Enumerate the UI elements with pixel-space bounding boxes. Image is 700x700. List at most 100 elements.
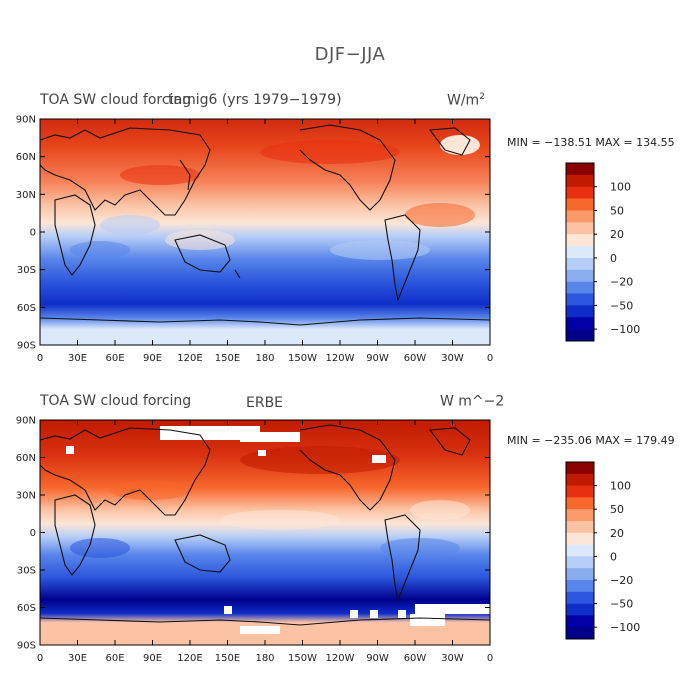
colorbar-swatch [566, 615, 594, 628]
lon-label: 0 [37, 353, 43, 364]
colorbar-frame [565, 461, 595, 640]
lon-label: 150W [288, 353, 317, 364]
lat-label: 0 [30, 528, 36, 539]
colorbar-swatch [566, 580, 594, 593]
colorbar-label: 50 [610, 204, 624, 217]
colorbar-label: 100 [610, 181, 631, 194]
lon-label: 120E [177, 653, 202, 664]
lon-label: 120W [326, 653, 355, 664]
lon-label: 0 [37, 653, 43, 664]
lat-label: 90N [16, 416, 36, 427]
lat-label: 60N [16, 453, 36, 464]
map-panel-1 [39, 118, 491, 346]
lon-label: 90W [366, 653, 389, 664]
panel2-minmax: MIN = −235.06 MAX = 179.49 [507, 434, 675, 447]
lon-label: 150E [215, 653, 240, 664]
lon-label: 90W [366, 353, 389, 364]
lon-label: 90E [143, 353, 162, 364]
main-title: DJF−JJA [314, 44, 386, 65]
colorbar-swatch [566, 603, 594, 616]
panel2-center-title: ERBE [246, 395, 284, 411]
colorbar-swatch [566, 627, 594, 640]
lat-label: 60N [16, 152, 36, 163]
lon-label: 180 [255, 653, 274, 664]
lat-label: 30S [17, 566, 36, 577]
panel1-left-title: TOA SW cloud forcing [40, 92, 192, 108]
colorbar-swatch [566, 281, 594, 294]
lon-label: 150W [288, 653, 317, 664]
colorbar-swatch [566, 497, 594, 510]
colorbar-label: −50 [610, 598, 633, 611]
lon-label: 60W [404, 653, 427, 664]
colorbar-swatch [566, 186, 594, 199]
colorbar-swatch [566, 317, 594, 330]
colorbar-swatch [566, 246, 594, 259]
colorbar-swatch [566, 163, 594, 176]
lon-label: 30W [441, 653, 464, 664]
panel1-units: W/m2 [447, 92, 485, 109]
lat-label: 90N [16, 115, 36, 126]
lat-label: 30N [16, 190, 36, 201]
colorbar-swatch [566, 293, 594, 306]
colorbar-swatch [566, 591, 594, 604]
colorbar-swatch [566, 257, 594, 271]
lon-label: 30E [68, 353, 87, 364]
colorbar-swatch [566, 210, 594, 223]
lon-label: 60E [105, 353, 124, 364]
colorbars: 100 50 20 0 −20 −50 −100 100 50 20 0 −20 −50 −100 [565, 162, 640, 640]
lon-label: 120W [326, 353, 355, 364]
colorbar-swatch [566, 556, 594, 569]
colorbar-swatch [566, 222, 594, 235]
colorbar-label: −50 [610, 299, 633, 312]
colorbar-swatch [566, 198, 594, 211]
colorbar-label: −100 [610, 323, 640, 336]
lat-label: 90S [17, 641, 36, 652]
colorbar-swatch [566, 462, 594, 475]
lon-label: 30W [441, 353, 464, 364]
colorbar-swatch [566, 568, 594, 581]
lat-label: 60S [17, 303, 36, 314]
colorbar-swatch [566, 269, 594, 282]
lat-label: 30N [16, 491, 36, 502]
colorbar-swatch [566, 544, 594, 557]
colorbar-swatch [566, 532, 594, 545]
map-panel-2 [39, 419, 491, 646]
lon-label: 60E [105, 653, 124, 664]
colorbar-label: −20 [610, 574, 633, 587]
lon-label: 180 [255, 353, 274, 364]
lat-label: 60S [17, 603, 36, 614]
colorbar-label: 100 [610, 480, 631, 493]
colorbar-label: 50 [610, 503, 624, 516]
colorbar-label: −100 [610, 621, 640, 634]
lon-label: 30E [68, 653, 87, 664]
lon-label: 150E [215, 353, 240, 364]
colorbar-label: 20 [610, 527, 624, 540]
lon-label: 0 [487, 353, 493, 364]
lon-label: 120E [177, 353, 202, 364]
colorbar-swatch [566, 305, 594, 318]
panel1-center-title: tamig6 (yrs 1979−1979) [168, 92, 342, 108]
colorbar-swatch [566, 329, 594, 342]
colorbar-swatch [566, 174, 594, 188]
colorbar-swatch [566, 485, 594, 498]
colorbar-swatch [566, 234, 594, 247]
panel2-units: W m^−2 [440, 393, 505, 410]
colorbar-swatch [566, 509, 594, 522]
lat-label: 30S [17, 265, 36, 276]
colorbar-swatch [566, 521, 594, 534]
lon-label: 0 [487, 653, 493, 664]
colorbar-label: 0 [610, 252, 617, 265]
colorbar-label: 0 [610, 550, 617, 563]
lon-label: 60W [404, 353, 427, 364]
colorbar-swatch [566, 473, 594, 486]
colorbar-label: −20 [610, 276, 633, 289]
lat-label: 90S [17, 341, 36, 352]
panel2-left-title: TOA SW cloud forcing [40, 393, 192, 409]
panel1-minmax: MIN = −138.51 MAX = 134.55 [507, 136, 675, 149]
lon-label: 90E [143, 653, 162, 664]
lat-label: 0 [30, 228, 36, 239]
colorbar-frame [565, 162, 595, 342]
colorbar-label: 20 [610, 228, 624, 241]
